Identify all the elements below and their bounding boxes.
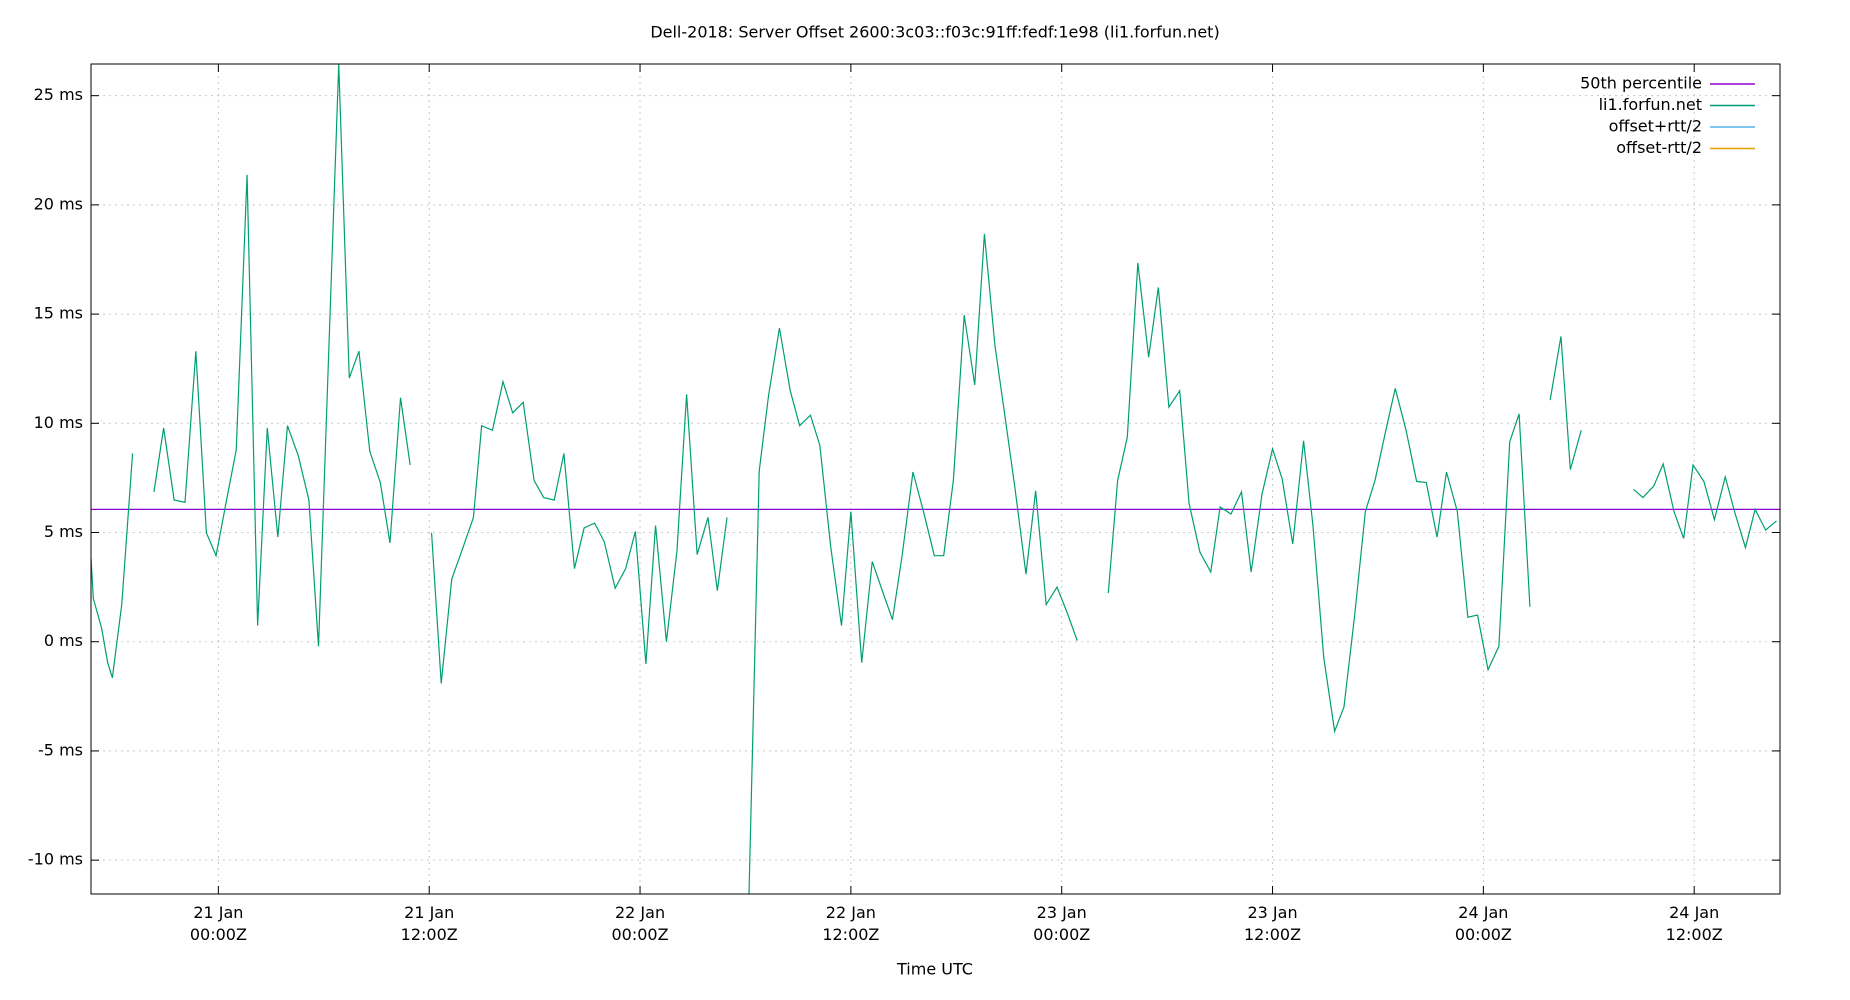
series-line: [91, 64, 1777, 894]
legend-label: li1.forfun.net: [1599, 95, 1702, 114]
x-axis-label: Time UTC: [896, 960, 973, 979]
y-tick-label: 25 ms: [34, 85, 83, 104]
legend: 50th percentile li1.forfun.net offset+rtt/…: [1580, 74, 1755, 157]
x-tick-label: 24 Jan 12:00Z: [1665, 903, 1723, 944]
y-tick-label: -5 ms: [38, 740, 83, 759]
y-tick-label: 20 ms: [34, 194, 83, 213]
y-tick-label: 0 ms: [44, 631, 83, 650]
x-tick-label: 21 Jan 00:00Z: [189, 903, 247, 944]
chart-title: Dell-2018: Server Offset 2600:3c03::f03c…: [650, 23, 1219, 42]
plot-frame: [90, 63, 1781, 895]
x-tick-label: 21 Jan 12:00Z: [400, 903, 458, 944]
grid: [91, 64, 1780, 894]
y-tick-label: 5 ms: [44, 522, 83, 541]
legend-label: offset-rtt/2: [1616, 138, 1702, 157]
x-tick-label: 24 Jan 00:00Z: [1454, 903, 1512, 944]
y-tick-label: 15 ms: [34, 304, 83, 323]
y-tick-label: 10 ms: [34, 413, 83, 432]
x-tick-label: 23 Jan 00:00Z: [1033, 903, 1091, 944]
x-tick-label: 23 Jan 12:00Z: [1243, 903, 1302, 944]
legend-label: 50th percentile: [1580, 74, 1702, 93]
x-tick-label: 22 Jan 00:00Z: [611, 903, 669, 944]
legend-label: offset+rtt/2: [1609, 117, 1702, 136]
plot-area: [91, 64, 1780, 894]
y-tick-label: -10 ms: [28, 850, 83, 869]
x-tick-label: 22 Jan 12:00Z: [822, 903, 880, 944]
